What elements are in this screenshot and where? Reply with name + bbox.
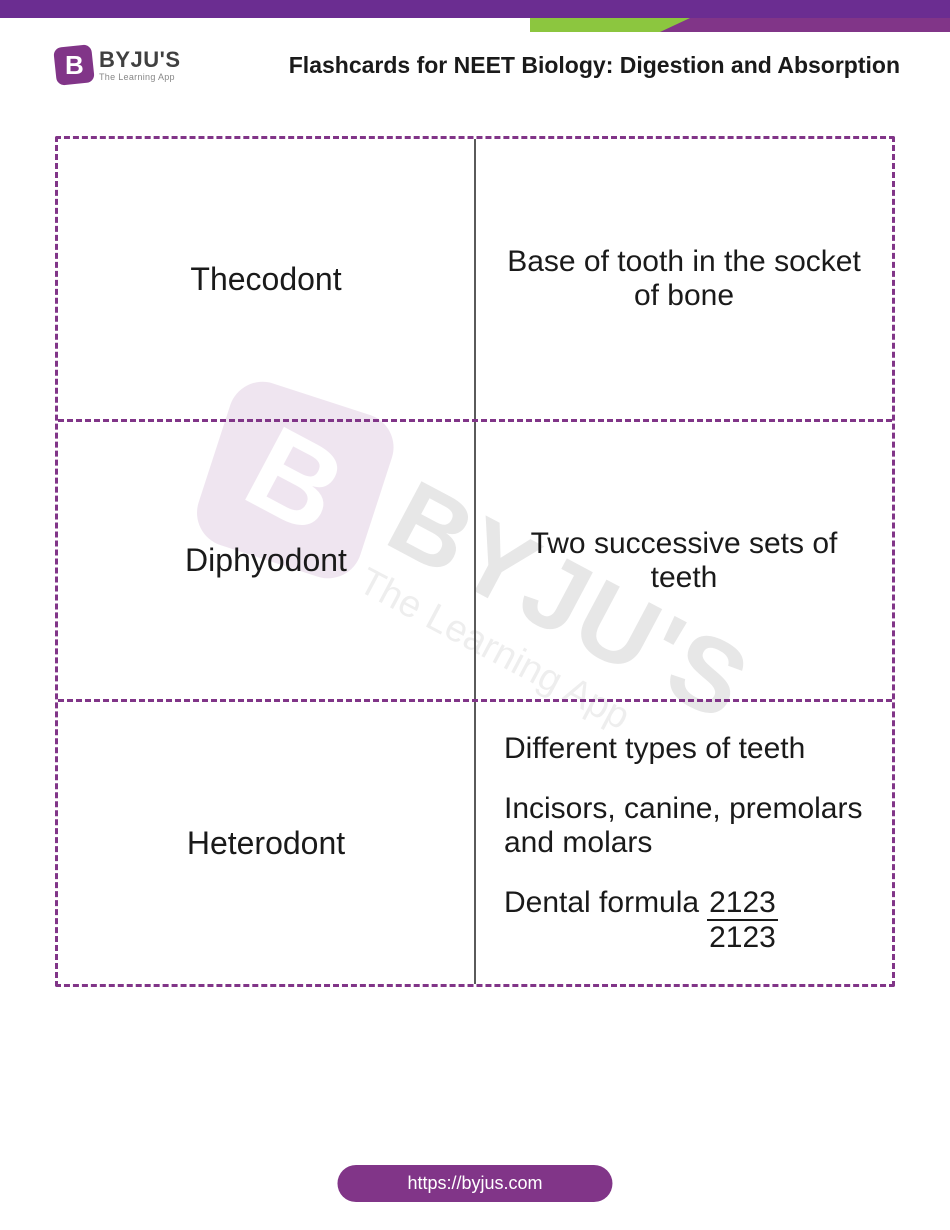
- logo-text: BYJU'S The Learning App: [99, 49, 181, 82]
- flashcard-definition: Two successive sets of teeth: [474, 422, 892, 699]
- definition-line: Different types of teeth: [504, 732, 864, 766]
- flashcard-term: Thecodont: [58, 139, 474, 419]
- formula-numerator: 2123: [707, 886, 778, 921]
- logo-badge-icon: B: [53, 44, 95, 86]
- logo-name: BYJU'S: [99, 49, 181, 71]
- flashcard-definition: Base of tooth in the socket of bone: [474, 139, 892, 419]
- flashcard-row: Heterodont Different types of teeth Inci…: [58, 699, 892, 984]
- definition-line: Incisors, canine, premolars and molars: [504, 792, 864, 860]
- dental-formula: Dental formula 2123 2123: [504, 886, 864, 954]
- flashcard-row: Diphyodont Two successive sets of teeth: [58, 419, 892, 699]
- formula-fraction: 2123 2123: [707, 886, 778, 954]
- top-accent: [530, 18, 950, 32]
- footer-url[interactable]: https://byjus.com: [337, 1165, 612, 1202]
- top-bar: [0, 0, 950, 18]
- logo-tagline: The Learning App: [99, 73, 181, 82]
- flashcard-row: Thecodont Base of tooth in the socket of…: [58, 139, 892, 419]
- formula-label: Dental formula: [504, 886, 699, 920]
- flashcard-definition: Different types of teeth Incisors, canin…: [474, 702, 892, 984]
- brand-logo: B BYJU'S The Learning App: [55, 46, 181, 84]
- page-title: Flashcards for NEET Biology: Digestion a…: [201, 52, 910, 79]
- logo-badge-letter: B: [65, 50, 84, 81]
- flashcard-term: Heterodont: [58, 702, 474, 984]
- flashcard-area: B BYJU'S The Learning App Thecodont Base…: [55, 136, 895, 987]
- flashcard-grid: Thecodont Base of tooth in the socket of…: [55, 136, 895, 987]
- formula-denominator: 2123: [709, 921, 776, 954]
- flashcard-term: Diphyodont: [58, 422, 474, 699]
